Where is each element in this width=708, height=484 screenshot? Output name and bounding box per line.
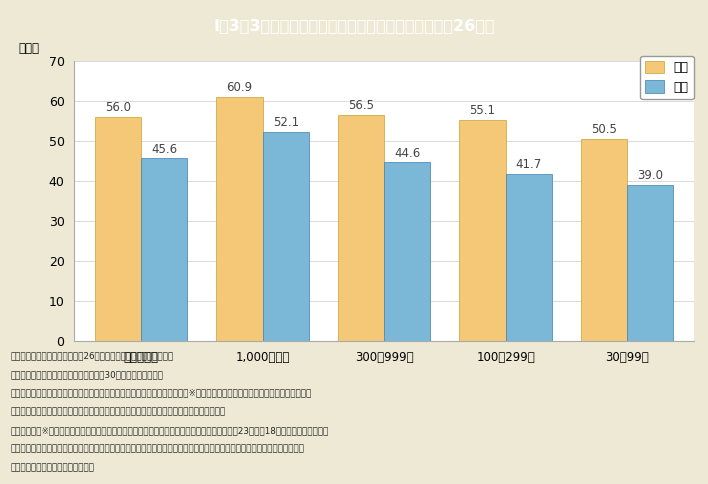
- Text: ３．東日本大震災による企業活動への影響等を考慮し，被災地域（※）から抽出された企業を調査対象から除外し，被: ３．東日本大震災による企業活動への影響等を考慮し，被災地域（※）から抽出された企…: [11, 389, 312, 398]
- Text: （市区町村単位）。: （市区町村単位）。: [11, 463, 95, 472]
- Bar: [95, 117, 141, 341]
- Bar: [141, 158, 188, 341]
- Text: 60.9: 60.9: [227, 81, 253, 94]
- Text: （％）: （％）: [18, 42, 40, 55]
- Text: 55.1: 55.1: [469, 105, 496, 118]
- Text: 45.6: 45.6: [152, 143, 177, 155]
- Bar: [338, 115, 384, 341]
- Text: 50.5: 50.5: [591, 123, 617, 136]
- Text: の浸水を受けた地域並びに東京電力福島第一原子力発電所において発生した事故に関し設定された警戒区域等: の浸水を受けた地域並びに東京電力福島第一原子力発電所において発生した事故に関し設…: [11, 445, 304, 454]
- Bar: [459, 120, 506, 341]
- Legend: 女性, 男性: 女性, 男性: [640, 56, 694, 99]
- Text: ※国土地理院「津波による浸水範囲の面積（概略値）について（第５報）」（平成23年４月18日公表）により，津波: ※国土地理院「津波による浸水範囲の面積（概略値）について（第５報）」（平成23年…: [11, 426, 329, 435]
- Bar: [384, 162, 430, 341]
- Text: 災地域以外の地域に所在する同一の産業・規模に属する企業を再抽出し代替。: 災地域以外の地域に所在する同一の産業・規模に属する企業を再抽出し代替。: [11, 408, 226, 416]
- Text: 41.7: 41.7: [515, 158, 542, 171]
- Bar: [217, 97, 263, 341]
- Bar: [627, 185, 673, 341]
- Text: 56.5: 56.5: [348, 99, 374, 112]
- Text: 52.1: 52.1: [273, 117, 299, 130]
- Text: 44.6: 44.6: [394, 147, 421, 160]
- Bar: [263, 132, 309, 341]
- Text: I－3－3図　企業規模別の年次有給休暇取得率（平成26年）: I－3－3図 企業規模別の年次有給休暇取得率（平成26年）: [213, 18, 495, 33]
- Text: 39.0: 39.0: [637, 169, 663, 182]
- Text: （備考）１．厄生労働省「平成26年就労条件総合調査」より作成。: （備考）１．厄生労働省「平成26年就労条件総合調査」より作成。: [11, 351, 174, 361]
- Bar: [581, 139, 627, 341]
- Text: ２．調査対象は，常用労働者が30人以上の民営企業。: ２．調査対象は，常用労働者が30人以上の民営企業。: [11, 370, 164, 379]
- Bar: [506, 174, 552, 341]
- Text: 56.0: 56.0: [105, 101, 131, 114]
